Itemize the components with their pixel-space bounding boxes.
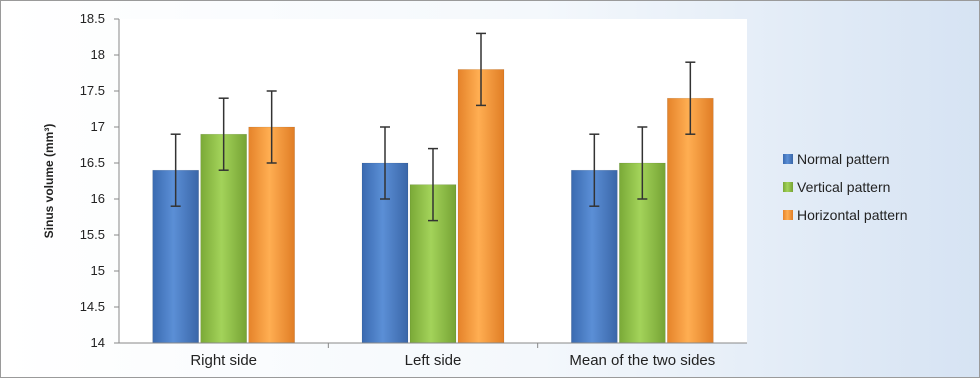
error-bar bbox=[170, 133, 181, 207]
y-tick-label: 15 bbox=[91, 263, 105, 278]
legend-label: Normal pattern bbox=[797, 151, 890, 167]
x-category-label: Right side bbox=[190, 352, 257, 369]
y-tick-label: 17 bbox=[91, 119, 105, 134]
y-tick-label: 15.5 bbox=[80, 227, 105, 242]
legend-item: Normal pattern bbox=[783, 151, 890, 167]
legend-item: Horizontal pattern bbox=[783, 207, 908, 223]
x-category-label: Mean of the two sides bbox=[569, 352, 715, 369]
y-axis-title: Sinus volume (mm³) bbox=[42, 124, 56, 239]
bars-group bbox=[152, 32, 714, 344]
error-bar bbox=[476, 32, 486, 107]
error-bar bbox=[380, 126, 390, 200]
bar-horizontal-pattern bbox=[667, 97, 714, 344]
error-bar bbox=[266, 90, 277, 164]
error-bar bbox=[685, 61, 696, 135]
y-axis: 14 14.5 15 15.5 16 16.5 17 17.5 18 18.5 bbox=[80, 11, 120, 350]
error-bar bbox=[589, 133, 600, 207]
x-axis: Right side Left side Mean of the two sides bbox=[119, 342, 747, 369]
error-bar bbox=[637, 126, 648, 200]
error-bar bbox=[428, 147, 438, 222]
error-bar bbox=[218, 97, 229, 171]
legend-label: Horizontal pattern bbox=[797, 207, 908, 223]
bar-horizontal-pattern bbox=[457, 69, 505, 344]
legend-label: Vertical pattern bbox=[797, 179, 890, 195]
y-tick-label: 16.5 bbox=[80, 155, 105, 170]
legend-swatch bbox=[783, 154, 793, 164]
legend: Normal pattern Vertical pattern Horizontal… bbox=[783, 151, 908, 223]
legend-swatch bbox=[783, 210, 793, 220]
y-tick-label: 18 bbox=[91, 47, 105, 62]
y-tick-label: 14 bbox=[91, 335, 105, 350]
legend-swatch bbox=[783, 182, 793, 192]
y-tick-label: 17.5 bbox=[80, 83, 105, 98]
legend-item: Vertical pattern bbox=[783, 179, 890, 195]
y-tick-label: 18.5 bbox=[80, 11, 105, 26]
x-category-label: Left side bbox=[405, 352, 462, 369]
y-tick-label: 14.5 bbox=[80, 299, 105, 314]
y-tick-label: 16 bbox=[91, 191, 105, 206]
